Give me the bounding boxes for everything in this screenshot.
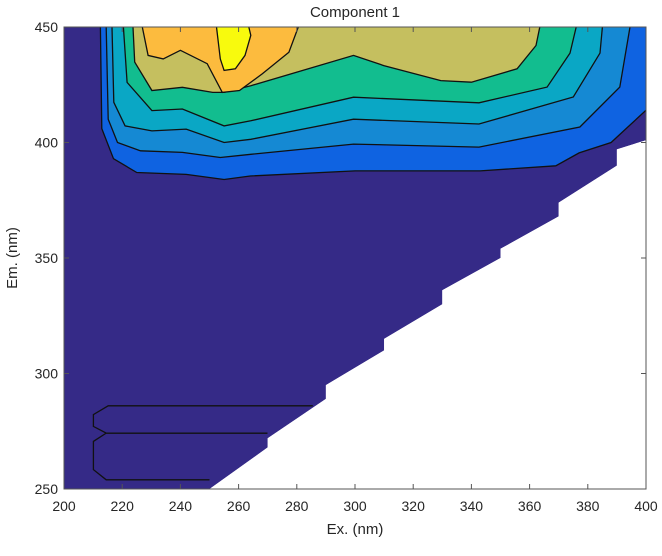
x-tick-label: 220	[111, 498, 135, 514]
chart-title: Component 1	[310, 4, 400, 21]
y-axis: 250 300 350 400 450	[35, 19, 646, 497]
x-tick-label: 360	[518, 498, 542, 514]
x-tick-label: 280	[285, 498, 309, 514]
y-tick-label: 350	[35, 250, 59, 266]
contour-line-5	[132, 27, 541, 94]
contour-line-7	[215, 27, 252, 72]
x-tick-label: 200	[52, 498, 76, 514]
plot-area	[64, 27, 646, 489]
y-tick-label: 450	[35, 19, 59, 35]
x-tick-label: 260	[227, 498, 251, 514]
x-tick-label: 320	[402, 498, 426, 514]
x-tick-label: 340	[460, 498, 484, 514]
contour-level-7	[216, 27, 251, 71]
y-tick-label: 300	[35, 366, 59, 382]
y-axis-label: Em. (nm)	[4, 227, 21, 289]
contour-line-6	[141, 27, 299, 94]
x-tick-label: 240	[169, 498, 193, 514]
contour-line-3	[111, 27, 604, 144]
x-tick-label: 400	[634, 498, 658, 514]
x-axis: 200 220 240 260 280 300 320 340 360 380 400	[52, 27, 658, 514]
contour-line-low-2	[92, 432, 268, 481]
y-tick-label: 250	[35, 481, 59, 497]
contour-line-1	[99, 27, 646, 181]
y-tick-label: 400	[35, 135, 59, 151]
x-tick-label: 380	[576, 498, 600, 514]
x-tick-label: 300	[343, 498, 367, 514]
contour-line-2	[105, 27, 631, 159]
contour-fills	[64, 27, 646, 489]
contour-line-4	[122, 27, 577, 127]
x-axis-label: Ex. (nm)	[327, 521, 384, 538]
